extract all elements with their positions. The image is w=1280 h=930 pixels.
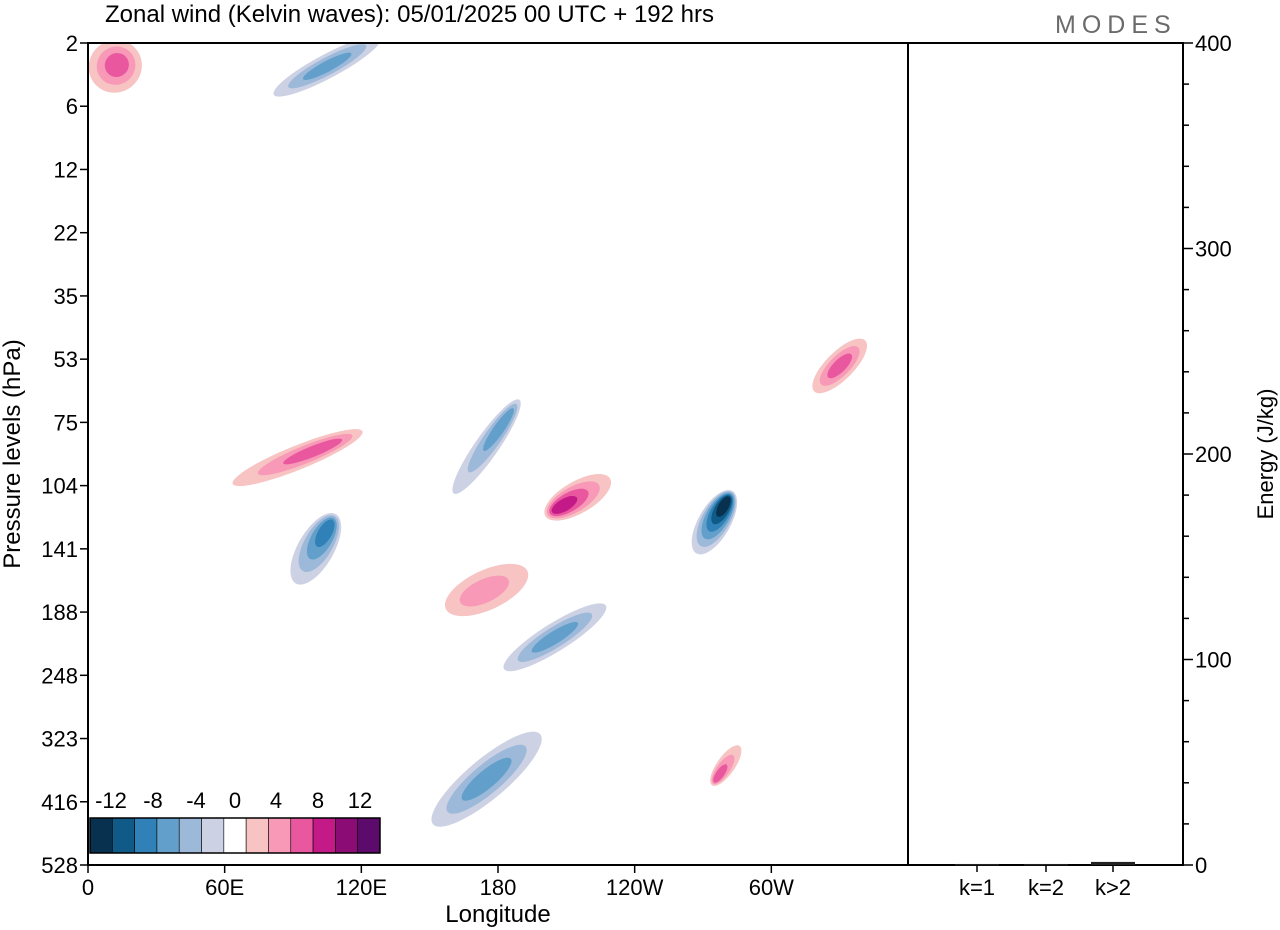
wind-anomaly-4-level-2 bbox=[483, 408, 515, 451]
colorbar-label-5: 8 bbox=[312, 788, 324, 813]
energy-tick-label-400: 400 bbox=[1195, 31, 1232, 56]
heatmap-frame bbox=[87, 42, 909, 866]
energy-tick-label-100: 100 bbox=[1195, 648, 1232, 673]
x-tick-label-120E: 120E bbox=[336, 875, 387, 900]
colorbar-label-3: 0 bbox=[229, 788, 241, 813]
wind-anomaly-10 bbox=[88, 43, 142, 93]
y-tick-label-53: 53 bbox=[54, 347, 78, 372]
x-tick-label-60E: 60E bbox=[205, 875, 244, 900]
x-tick-label-180: 180 bbox=[480, 875, 517, 900]
wind-anomaly-8-level-2 bbox=[713, 764, 728, 783]
colorbar-swatch-1 bbox=[112, 817, 135, 854]
y-tick-label-323: 323 bbox=[41, 727, 78, 752]
x-tick-label-60W: 60W bbox=[749, 875, 794, 900]
colorbar-swatch-11 bbox=[335, 817, 358, 854]
colorbar-frame bbox=[89, 817, 381, 854]
wind-anomaly-11 bbox=[444, 563, 529, 617]
energy-bar-k=1 bbox=[955, 863, 999, 866]
wind-anomaly-9 bbox=[812, 338, 868, 394]
colorbar-swatch-4 bbox=[178, 817, 202, 854]
wind-anomaly-3-level-2 bbox=[302, 52, 352, 81]
wind-anomaly-6-level-3 bbox=[551, 495, 578, 514]
colorbar-swatch-8 bbox=[268, 817, 292, 854]
y-tick-label-416: 416 bbox=[41, 790, 78, 815]
y-tick-label-248: 248 bbox=[41, 663, 78, 688]
wind-anomaly-9-level-2 bbox=[827, 353, 853, 379]
colorbar-swatch-7 bbox=[245, 817, 269, 854]
y-tick-label-12: 12 bbox=[54, 157, 78, 182]
wind-anomaly-10-level-2 bbox=[104, 53, 129, 77]
colorbar-swatch-9 bbox=[290, 817, 314, 854]
energy-axis-label: Energy (J/kg) bbox=[1253, 389, 1278, 520]
energy-panel-frame bbox=[907, 42, 1184, 866]
colorbar-label-1: -8 bbox=[143, 788, 163, 813]
energy-bar-k>2 bbox=[1091, 861, 1135, 865]
colorbar-label-4: 4 bbox=[270, 788, 282, 813]
colorbar-swatch-0 bbox=[89, 817, 113, 854]
wind-anomaly-0 bbox=[290, 513, 342, 585]
y-tick-label-35: 35 bbox=[54, 284, 78, 309]
wind-anomaly-1-level-5 bbox=[716, 496, 731, 517]
colorbar: -12 -8 -4 0 4 8 12 bbox=[89, 788, 381, 854]
energy-tick-label-300: 300 bbox=[1195, 237, 1232, 262]
heatmap-layer bbox=[88, 43, 868, 827]
y-tick-label-22: 22 bbox=[54, 221, 78, 246]
wind-anomaly-1 bbox=[691, 490, 738, 555]
colorbar-swatch-5 bbox=[201, 817, 225, 854]
colorbar-swatch-10 bbox=[312, 817, 336, 854]
wind-anomaly-7 bbox=[232, 429, 363, 487]
colorbar-swatch-12 bbox=[357, 817, 381, 854]
y-tick-label-75: 75 bbox=[54, 410, 78, 435]
energy-bar-label-k=2: k=2 bbox=[1028, 875, 1064, 900]
energy-bar-label-k>2: k>2 bbox=[1095, 875, 1131, 900]
wind-anomaly-11-level-1 bbox=[459, 575, 509, 607]
wind-anomaly-6 bbox=[544, 474, 612, 521]
wind-anomaly-7-level-2 bbox=[283, 438, 343, 465]
colorbar-label-0: -12 bbox=[95, 788, 127, 813]
energy-tick-label-0: 0 bbox=[1195, 853, 1207, 878]
colorbar-swatch-3 bbox=[156, 817, 180, 854]
y-axis-label: Pressure levels (hPa) bbox=[0, 339, 26, 568]
y-tick-label-6: 6 bbox=[66, 94, 78, 119]
wind-anomaly-5 bbox=[431, 731, 542, 827]
chart-title: Zonal wind (Kelvin waves): 05/01/2025 00… bbox=[105, 1, 714, 28]
wind-anomaly-2-level-2 bbox=[531, 621, 579, 653]
wind-anomaly-3 bbox=[273, 43, 381, 97]
y-tick-label-188: 188 bbox=[41, 600, 78, 625]
y-tick-label-528: 528 bbox=[41, 853, 78, 878]
wind-anomaly-2 bbox=[503, 603, 607, 672]
y-tick-label-2: 2 bbox=[66, 31, 78, 56]
x-tick-label-120W: 120W bbox=[606, 875, 664, 900]
x-axis-label: Longitude bbox=[445, 901, 550, 928]
y-tick-label-104: 104 bbox=[41, 474, 78, 499]
energy-bar-label-k=1: k=1 bbox=[959, 875, 995, 900]
x-tick-label-0: 0 bbox=[82, 875, 94, 900]
energy-bar-k=2 bbox=[1024, 863, 1068, 866]
wind-anomaly-4 bbox=[452, 399, 521, 494]
colorbar-label-2: -4 bbox=[186, 788, 206, 813]
colorbar-swatch-2 bbox=[134, 817, 158, 854]
y-tick-label-141: 141 bbox=[41, 537, 78, 562]
energy-tick-label-200: 200 bbox=[1195, 442, 1232, 467]
wind-anomaly-8 bbox=[710, 745, 742, 786]
modes-logo: MODES bbox=[1055, 11, 1177, 39]
colorbar-label-6: 12 bbox=[348, 788, 372, 813]
wind-anomaly-5-level-2 bbox=[461, 757, 512, 801]
wind-anomaly-0-level-3 bbox=[315, 519, 335, 547]
colorbar-swatch-6 bbox=[223, 817, 247, 854]
energy-bars: k=1 k=2 k>2 bbox=[955, 861, 1135, 900]
